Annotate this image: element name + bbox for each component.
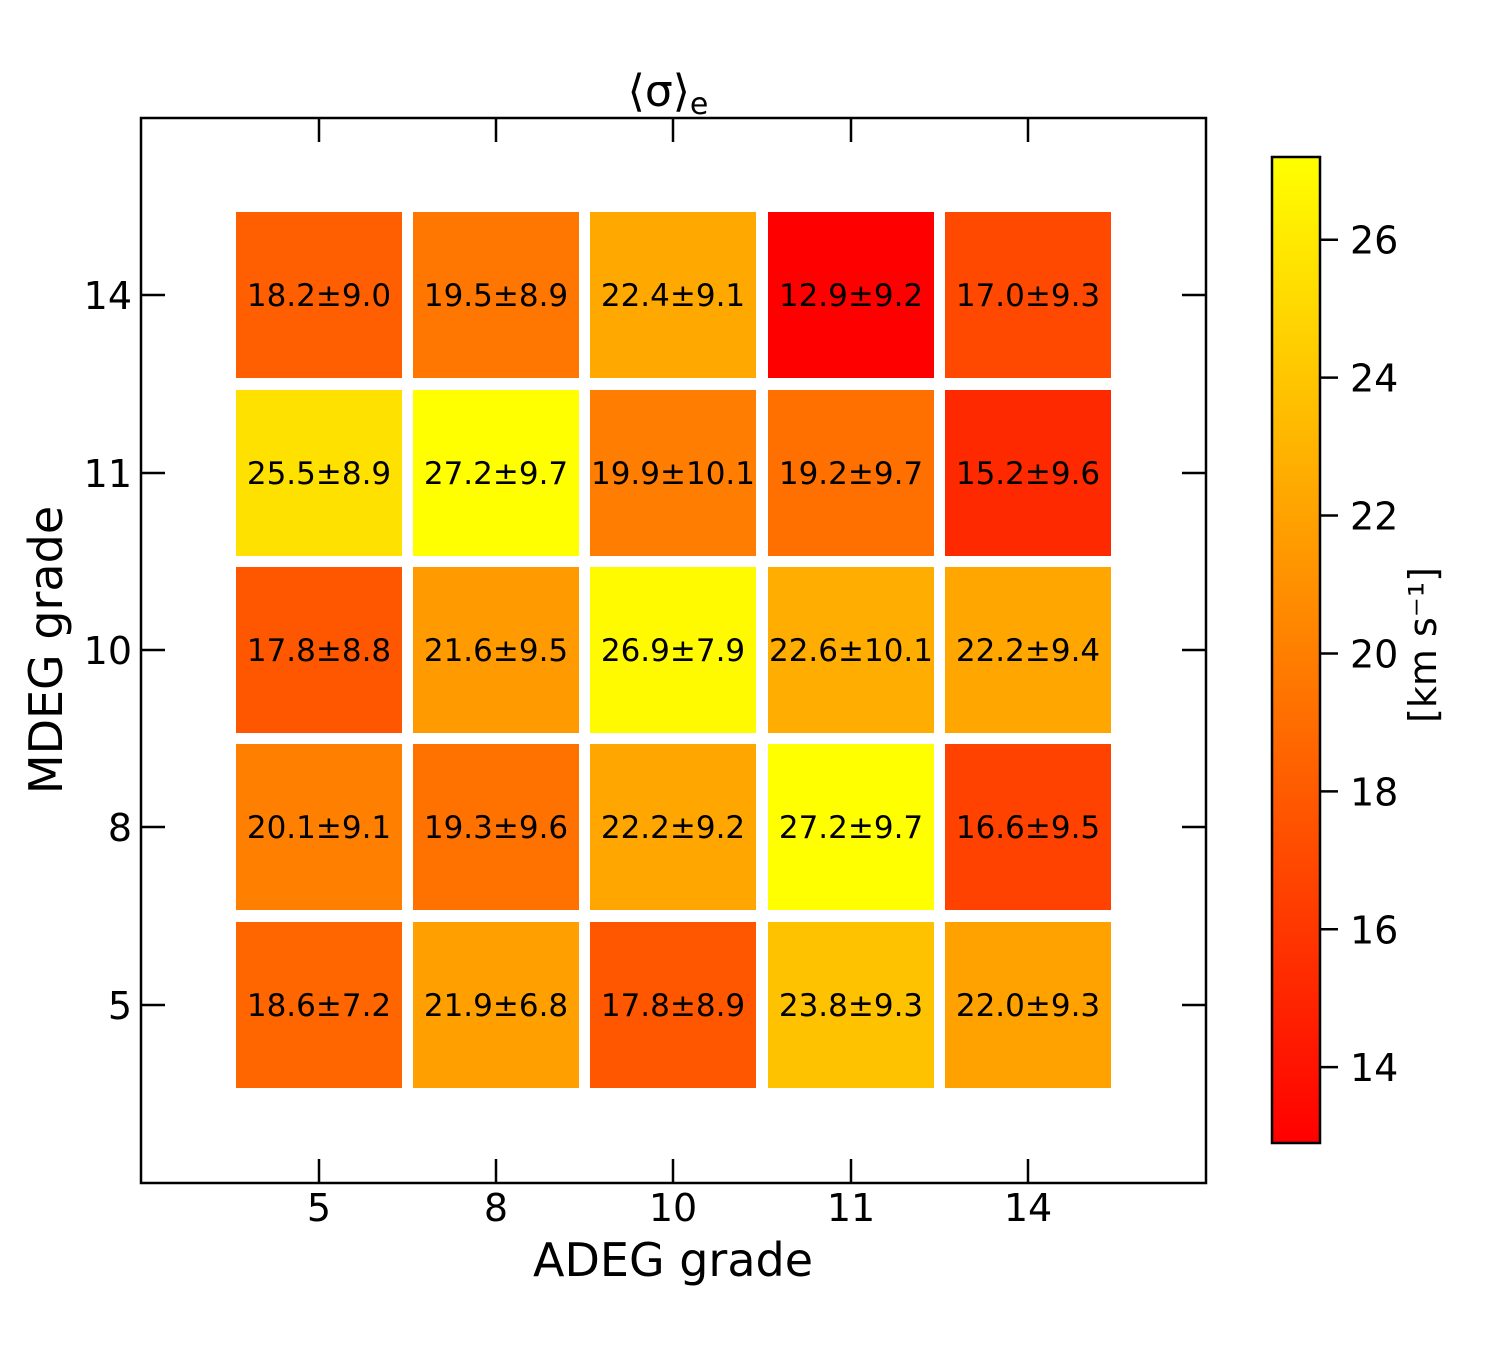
y-tick-label: 14 xyxy=(84,274,132,318)
heatmap-cell xyxy=(945,212,1111,378)
cell-value-label: 15.2±9.6 xyxy=(956,456,1100,492)
chart-title: ⟨σ⟩e xyxy=(628,66,709,122)
cell-value-label: 27.2±9.7 xyxy=(779,810,923,846)
cell-value-label: 17.8±8.8 xyxy=(247,633,391,669)
heatmap-cell xyxy=(768,567,934,733)
heatmap-cell xyxy=(945,922,1111,1088)
heatmap-cell xyxy=(768,744,934,910)
chart-title-subscript: e xyxy=(690,87,708,122)
heatmap-cell xyxy=(236,567,402,733)
cell-value-label: 22.2±9.4 xyxy=(956,633,1100,669)
cell-value-label: 22.2±9.2 xyxy=(601,810,745,846)
cell-value-label: 18.2±9.0 xyxy=(247,278,391,314)
colorbar-tick-label: 16 xyxy=(1350,908,1398,952)
x-tick-label: 14 xyxy=(1004,1186,1052,1230)
x-tick-label: 5 xyxy=(307,1186,331,1230)
heatmap-cell xyxy=(590,390,756,556)
axis-ticks: 5 8 10 11 14 14 11 10 8 5 xyxy=(84,118,1206,1230)
colorbar-tick-label: 18 xyxy=(1350,770,1398,814)
heatmap-cell xyxy=(945,744,1111,910)
colorbar-tick-label: 14 xyxy=(1350,1046,1398,1090)
heatmap-cell xyxy=(590,744,756,910)
cell-value-label: 19.3±9.6 xyxy=(424,810,568,846)
heatmap-cell xyxy=(945,567,1111,733)
cell-value-label: 21.6±9.5 xyxy=(424,633,568,669)
heatmap-cell xyxy=(413,212,579,378)
colorbar-tick-label: 20 xyxy=(1350,632,1398,676)
cell-value-label: 19.5±8.9 xyxy=(424,278,568,314)
cell-value-label: 21.9±6.8 xyxy=(424,988,568,1024)
cell-value-label: 17.0±9.3 xyxy=(956,278,1100,314)
heatmap-cell xyxy=(945,390,1111,556)
heatmap-cell xyxy=(236,212,402,378)
y-tick-label: 10 xyxy=(84,629,132,673)
colorbar-tick-label: 24 xyxy=(1350,357,1398,401)
heatmap-cell xyxy=(413,567,579,733)
cell-value-label: 16.6±9.5 xyxy=(956,810,1100,846)
heatmap-cell xyxy=(236,744,402,910)
cell-value-label: 23.8±9.3 xyxy=(779,988,923,1024)
colorbar xyxy=(1270,155,1322,1145)
colorbar-label: [km s⁻¹] xyxy=(1401,567,1445,723)
cell-value-label: 27.2±9.7 xyxy=(424,456,568,492)
cell-value-label: 20.1±9.1 xyxy=(247,810,391,846)
heatmap-cell xyxy=(768,390,934,556)
cell-value-label: 22.6±10.1 xyxy=(769,633,933,669)
cell-value-label: 17.8±8.9 xyxy=(601,988,745,1024)
heatmap-cells: 18.2±9.0 19.5±8.9 22.4±9.1 12.9±9.2 17.0±9.3… xyxy=(236,212,1111,1088)
cell-value-label: 18.6±7.2 xyxy=(247,988,391,1024)
chart-title-symbol: ⟨σ⟩ xyxy=(628,66,690,117)
cell-value-label: 19.2±9.7 xyxy=(779,456,923,492)
x-tick-label: 11 xyxy=(827,1186,875,1230)
heatmap-cell xyxy=(590,212,756,378)
y-tick-label: 8 xyxy=(108,806,132,850)
cell-value-label: 25.5±8.9 xyxy=(247,456,391,492)
heatmap-cell xyxy=(236,922,402,1088)
y-tick-label: 5 xyxy=(108,984,132,1028)
x-tick-label: 8 xyxy=(484,1186,508,1230)
y-tick-label: 11 xyxy=(84,452,132,496)
cell-value-label: 19.9±10.1 xyxy=(591,456,755,492)
cell-value-label: 22.4±9.1 xyxy=(601,278,745,314)
cell-value-label: 22.0±9.3 xyxy=(956,988,1100,1024)
x-axis-label: ADEG grade xyxy=(533,1233,813,1287)
y-axis-label: MDEG grade xyxy=(19,506,73,794)
heatmap-cell xyxy=(768,922,934,1088)
cell-value-label: 26.9±7.9 xyxy=(601,633,745,669)
colorbar-tick-label: 22 xyxy=(1350,495,1398,539)
x-tick-label: 10 xyxy=(649,1186,697,1230)
heatmap-cell xyxy=(590,922,756,1088)
cell-value-label: 12.9±9.2 xyxy=(779,278,923,314)
heatmap-cell xyxy=(413,922,579,1088)
heatmap-cell xyxy=(768,212,934,378)
heatmap-cell xyxy=(236,390,402,556)
heatmap-cell xyxy=(413,390,579,556)
colorbar-tick-label: 26 xyxy=(1350,219,1398,263)
heatmap-cell xyxy=(413,744,579,910)
heatmap-cell xyxy=(590,567,756,733)
colorbar-ticks: 14 16 18 20 22 24 26 xyxy=(1320,219,1398,1090)
